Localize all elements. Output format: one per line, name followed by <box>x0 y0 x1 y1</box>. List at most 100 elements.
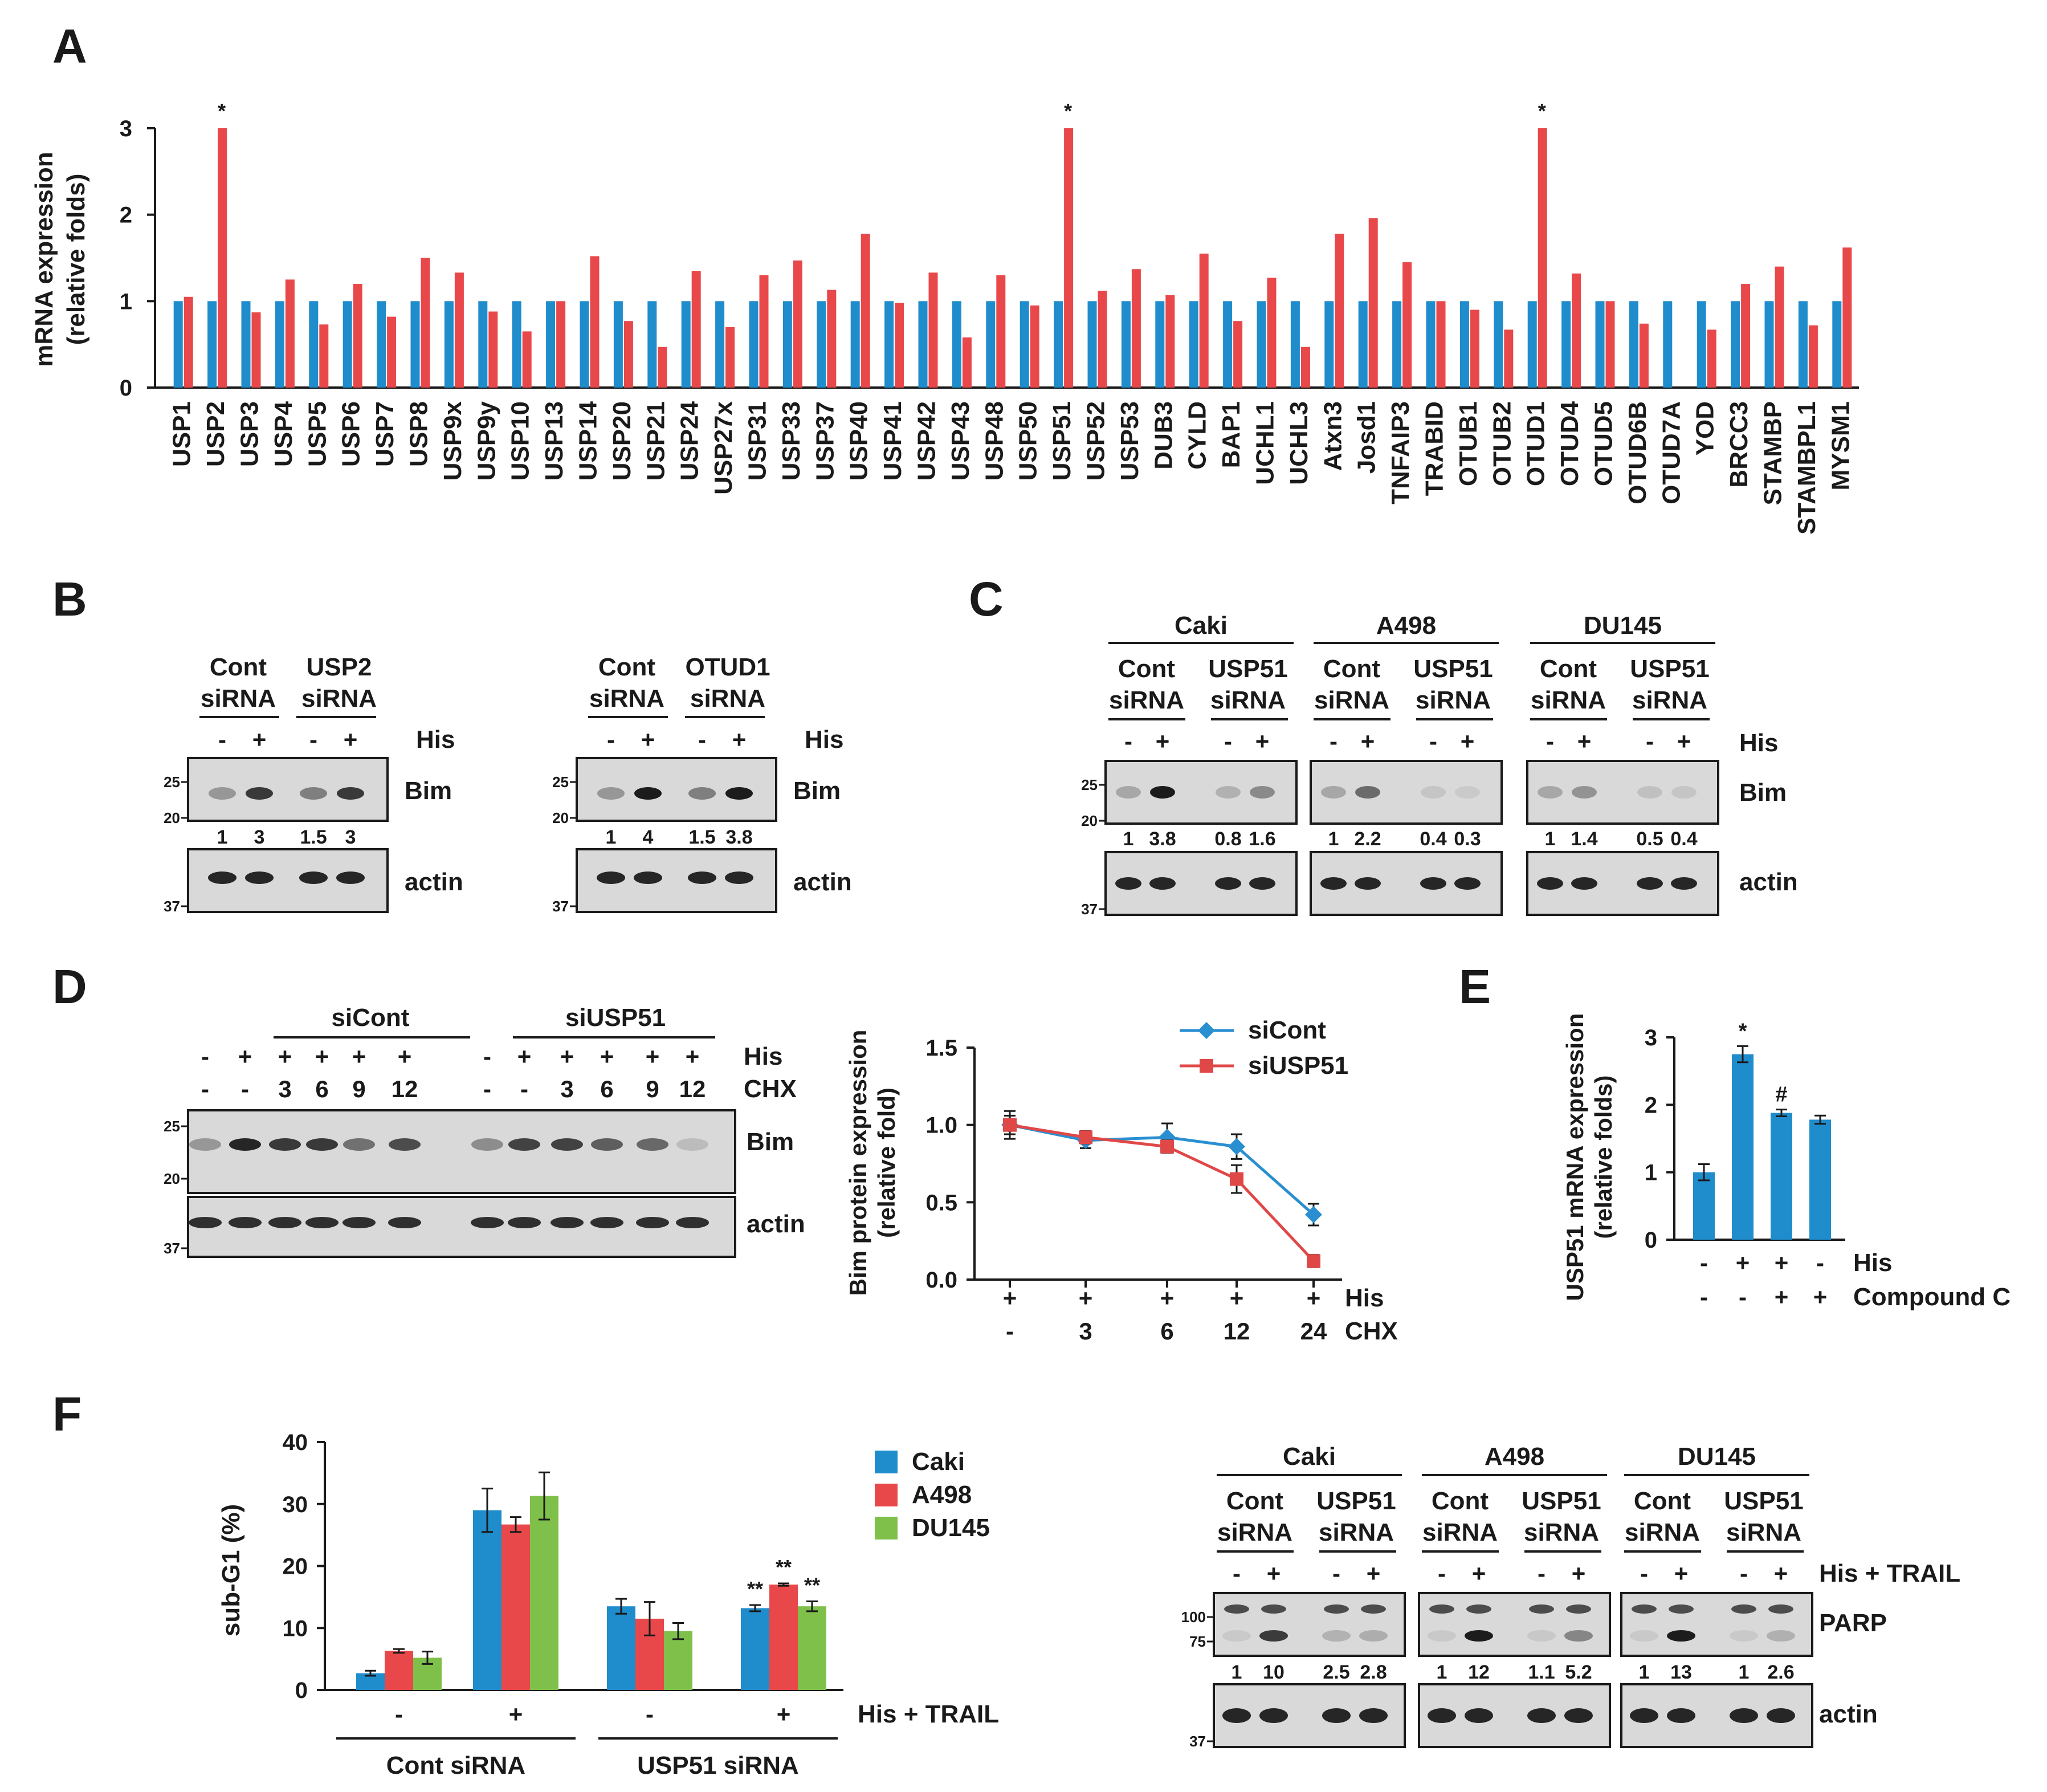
significance-star: * <box>1538 99 1546 123</box>
lane-sign: + <box>1677 728 1691 755</box>
lane-sign: - <box>1546 728 1554 755</box>
x-tick-label: USP48 <box>980 401 1008 480</box>
bar-USP51-red <box>1064 128 1074 388</box>
x-tick-label: USP53 <box>1116 401 1144 480</box>
bar-UCHL1-red <box>1267 278 1277 388</box>
bar-USP53-blue <box>1121 301 1131 388</box>
condition-label: Cont <box>1323 655 1381 683</box>
lane-sign: + <box>560 1043 574 1070</box>
band-actin <box>1222 1708 1251 1723</box>
y-tick-label: 2 <box>120 203 132 228</box>
lane-sign: - <box>483 1076 491 1102</box>
x-tick-label: OTUD6B <box>1624 401 1652 504</box>
quant-value: 1.5 <box>300 826 327 848</box>
significance-star: * <box>218 99 226 123</box>
band-bim <box>229 1138 261 1151</box>
quant-value: 2.6 <box>1767 1661 1794 1683</box>
band-bim <box>246 787 273 800</box>
lane-sign: + <box>238 1043 252 1070</box>
condition-label: Cont <box>1118 655 1176 683</box>
legend-swatch-Caki <box>875 1451 898 1473</box>
mw-marker-label: 20 <box>552 809 569 826</box>
x-axis-label: CHX <box>1345 1317 1398 1345</box>
lane-sign: - <box>1740 1560 1748 1587</box>
mw-marker-label: 37 <box>1189 1733 1206 1750</box>
bar-OTUB1-red <box>1470 309 1479 388</box>
quant-value: 0.3 <box>1454 828 1481 850</box>
panel-letter-d: D <box>52 960 87 1013</box>
bar-USP4-red <box>285 279 295 388</box>
band-actin <box>1564 1708 1593 1723</box>
bar-OTUD6B-blue <box>1629 301 1638 388</box>
x-tick-label: USP7 <box>371 401 399 467</box>
x-tick-label: USP1 <box>168 401 196 467</box>
legend-label: siUSP51 <box>1248 1052 1348 1080</box>
bar-BRCC3-red <box>1741 284 1751 388</box>
lane-sign: - <box>241 1076 249 1102</box>
bar-USP1-red <box>184 296 193 388</box>
condition-label: siRNA <box>1210 686 1286 714</box>
bar-UCHL3-blue <box>1290 301 1300 388</box>
blot-parp <box>1418 1592 1611 1657</box>
band-actin <box>1359 1708 1388 1723</box>
lane-sign: - <box>1646 728 1654 755</box>
bar-USP21-red <box>658 347 667 388</box>
bar-Caki <box>607 1606 635 1690</box>
y-tick-label: 0.0 <box>925 1268 957 1293</box>
lane-sign: - <box>1330 728 1338 755</box>
x-tick-label: - <box>1816 1249 1824 1276</box>
group-label: siUSP51 <box>565 1004 666 1032</box>
x-tick-label: USP31 <box>744 401 772 480</box>
legend-label: DU145 <box>912 1514 990 1542</box>
blot-bim <box>1310 760 1503 825</box>
x-tick-label: + <box>1230 1285 1244 1312</box>
significance-mark: ** <box>747 1577 763 1600</box>
band-bim <box>306 1138 338 1151</box>
significance-mark: * <box>1739 1019 1747 1043</box>
bar-CYLD-blue <box>1189 301 1198 388</box>
x-tick-label: TRABID <box>1421 401 1449 496</box>
bar-USP53-red <box>1131 269 1141 388</box>
x-tick-label: USP3 <box>236 401 264 467</box>
quant-value: 1 <box>1328 828 1339 850</box>
x-tick-label: USP8 <box>405 401 433 467</box>
bar <box>1771 1113 1792 1240</box>
bar-OTUD5-red <box>1605 301 1615 388</box>
quant-value: 1.4 <box>1571 828 1597 850</box>
band-actin <box>1667 1708 1695 1723</box>
bar-USP6-red <box>353 284 362 388</box>
bar <box>1809 1119 1831 1240</box>
x-tick-label: OTUD7A <box>1657 401 1685 504</box>
band-parp-cleaved <box>1767 1630 1795 1642</box>
legend-label: A498 <box>912 1481 972 1509</box>
lane-sign: + <box>600 1043 614 1070</box>
x-tick-label: USP4 <box>270 401 297 466</box>
x-axis-label: His + TRAIL <box>858 1700 999 1728</box>
quant-value: 1.6 <box>1249 828 1275 850</box>
panel-letter-e: E <box>1459 960 1491 1013</box>
band-actin <box>1115 877 1141 890</box>
band-actin <box>245 871 274 884</box>
band-parp-full <box>1361 1604 1386 1614</box>
x-axis-label: His <box>1853 1249 1892 1277</box>
bar-USP43-blue <box>952 301 961 388</box>
y-axis-label: mRNA expression <box>30 152 58 366</box>
condition-label: USP51 <box>1208 655 1287 683</box>
condition-label: Cont <box>210 653 267 681</box>
lane-sign: - <box>1429 728 1437 755</box>
x-tick-label: + <box>1775 1249 1789 1276</box>
band-parp-full <box>1566 1604 1591 1614</box>
condition-label: USP51 <box>1724 1487 1803 1515</box>
lane-sign: + <box>1461 728 1475 755</box>
band-bim <box>343 1138 375 1151</box>
bar-USP48-blue <box>986 301 996 388</box>
lane-sign: 9 <box>352 1076 365 1102</box>
condition-label: siRNA <box>1319 1518 1394 1546</box>
mw-marker-label: 20 <box>164 1170 180 1187</box>
x-tick-label: 12 <box>1224 1318 1250 1345</box>
bar-USP48-red <box>996 275 1006 388</box>
band-actin <box>1454 877 1481 890</box>
bar-A498 <box>385 1651 413 1690</box>
blot-bim <box>1526 760 1719 825</box>
